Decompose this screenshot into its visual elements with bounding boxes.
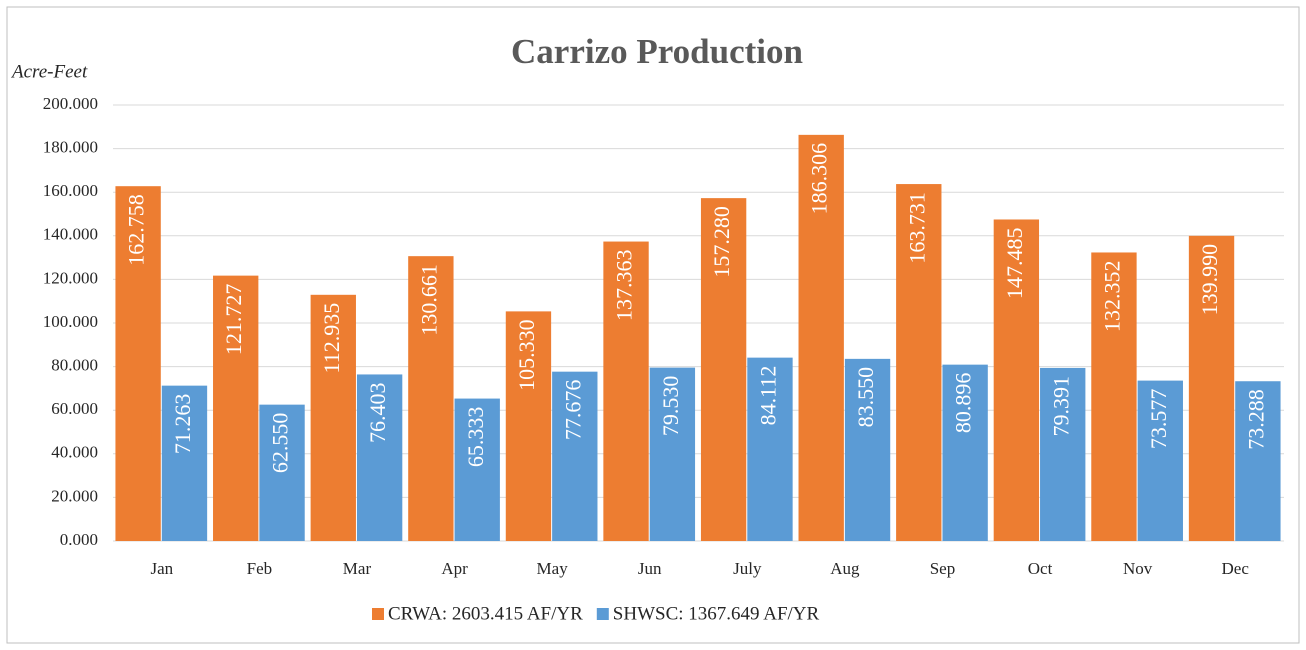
bar	[649, 367, 696, 541]
bar	[1188, 235, 1235, 542]
data-label: 79.391	[1048, 376, 1073, 437]
data-label: 80.896	[951, 373, 976, 434]
data-label: 112.935	[319, 303, 344, 374]
legend-swatch	[596, 608, 609, 620]
bar	[505, 311, 552, 541]
bar	[798, 134, 844, 542]
data-label: 84.112	[756, 366, 781, 426]
bar	[259, 404, 305, 541]
data-label: 105.330	[514, 319, 539, 391]
bar	[700, 198, 747, 542]
y-tick-label: 120.000	[43, 268, 98, 287]
x-tick-label: Mar	[343, 559, 372, 578]
bar	[844, 358, 891, 541]
y-tick-label: 20.000	[51, 486, 98, 505]
bar	[896, 184, 942, 542]
y-tick-label: 100.000	[43, 312, 98, 331]
bar	[747, 357, 793, 541]
x-tick-label: Oct	[1028, 559, 1053, 578]
bar	[115, 186, 161, 541]
data-label: 77.676	[560, 380, 585, 441]
x-tick-label: Nov	[1123, 559, 1153, 578]
y-tick-label: 180.000	[43, 138, 98, 157]
bar	[942, 364, 988, 541]
legend-swatch	[372, 608, 384, 620]
data-label: 121.727	[221, 284, 246, 356]
y-tick-label: 140.000	[43, 225, 98, 244]
y-tick-label: 0.000	[60, 530, 98, 549]
bar	[993, 219, 1040, 541]
data-label: 139.990	[1197, 244, 1222, 315]
data-label: 163.731	[904, 192, 929, 263]
legend-label: CRWA: 2603.415 AF/YR	[388, 603, 583, 624]
data-label: 137.363	[612, 250, 637, 321]
y-tick-label: 200.000	[43, 94, 98, 113]
bar	[408, 256, 454, 541]
x-tick-label: Jan	[150, 559, 173, 578]
x-tick-label: Aug	[830, 559, 860, 578]
data-label: 147.485	[1002, 227, 1027, 299]
bar	[552, 371, 598, 541]
bar	[1091, 252, 1137, 541]
bar	[213, 275, 259, 541]
bar	[161, 385, 208, 541]
y-tick-label: 80.000	[51, 356, 98, 375]
x-tick-label: Feb	[247, 559, 273, 578]
data-label: 65.333	[463, 407, 488, 468]
bar	[310, 294, 356, 541]
y-tick-label: 60.000	[51, 399, 98, 418]
data-label: 130.661	[416, 264, 441, 336]
y-tick-label: 160.000	[43, 181, 98, 200]
bar	[603, 241, 649, 542]
bar	[1040, 367, 1086, 541]
data-label: 79.530	[658, 376, 683, 437]
data-label: 162.758	[124, 194, 149, 266]
x-tick-label: July	[733, 559, 762, 578]
x-tick-label: Dec	[1222, 559, 1250, 578]
data-label: 73.577	[1146, 389, 1171, 450]
data-label: 73.288	[1243, 389, 1268, 450]
y-tick-label: 40.000	[51, 443, 98, 462]
bar	[1235, 381, 1281, 541]
legend-label: SHWSC: 1367.649 AF/YR	[613, 603, 820, 624]
x-tick-label: Sep	[930, 559, 956, 578]
data-label: 157.280	[709, 206, 734, 277]
bar	[454, 398, 500, 541]
chart-title: Carrizo Production	[511, 32, 803, 71]
bar	[1137, 380, 1183, 541]
data-label: 76.403	[365, 382, 390, 443]
data-label: 132.352	[1099, 260, 1124, 332]
data-label: 186.306	[807, 143, 832, 215]
bar	[356, 374, 403, 541]
x-tick-label: Jun	[638, 559, 662, 578]
x-tick-label: Apr	[441, 559, 468, 578]
data-label: 71.263	[170, 394, 195, 455]
data-label: 62.550	[268, 413, 293, 474]
data-label: 83.550	[853, 367, 878, 428]
x-tick-label: May	[537, 559, 569, 578]
y-axis-label: Acre-Feet	[10, 61, 88, 82]
